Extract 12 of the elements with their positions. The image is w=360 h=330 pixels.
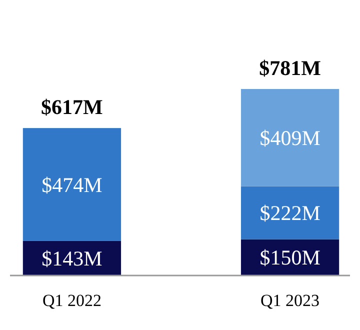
data-label: $143M: [42, 246, 103, 270]
data-label: $150M: [260, 245, 321, 270]
data-label: $474M: [42, 172, 103, 197]
data-label: $222M: [260, 201, 321, 226]
data-label: $409M: [260, 126, 321, 150]
x-tick-label: Q1 2022: [42, 291, 102, 310]
x-tick-label: Q1 2023: [260, 291, 320, 310]
bar: [240, 186, 340, 240]
bar: [22, 128, 122, 241]
total-label: $617M: [41, 95, 104, 120]
total-label: $781M: [259, 56, 322, 80]
bar: [240, 89, 340, 186]
